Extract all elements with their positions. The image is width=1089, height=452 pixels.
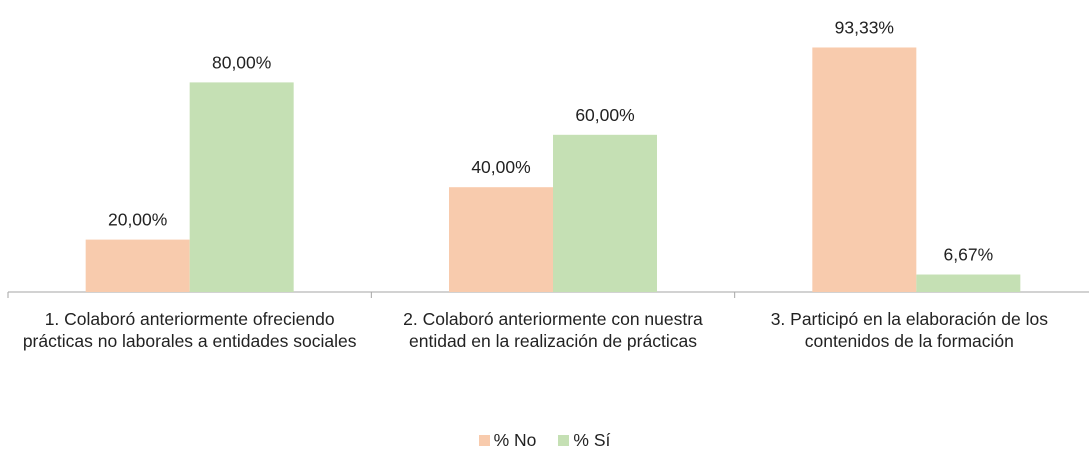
legend-item: % Sí bbox=[558, 430, 610, 451]
bar bbox=[916, 274, 1021, 292]
value-label: 40,00% bbox=[471, 157, 530, 177]
bar bbox=[449, 187, 553, 292]
value-label: 20,00% bbox=[108, 210, 167, 230]
value-label: 60,00% bbox=[575, 105, 634, 125]
legend-label: % Sí bbox=[573, 430, 611, 450]
x-tick-label: 3. Participó en la elaboración de los co… bbox=[770, 309, 1048, 351]
legend-label: % No bbox=[493, 430, 537, 450]
bar bbox=[553, 134, 657, 292]
bar bbox=[85, 239, 190, 292]
value-label: 80,00% bbox=[212, 52, 271, 72]
bar bbox=[812, 47, 917, 292]
value-label: 6,67% bbox=[944, 245, 994, 265]
bar bbox=[189, 82, 294, 293]
value-label: 93,33% bbox=[835, 17, 894, 37]
legend-swatch bbox=[558, 435, 570, 446]
x-tick-label: 2. Colaboró anteriormente con nuestra en… bbox=[403, 309, 703, 351]
x-tick-label: 1. Colaboró anteriormente ofreciendo prá… bbox=[22, 309, 357, 351]
legend-item: % No bbox=[478, 430, 537, 451]
legend-swatch bbox=[478, 435, 490, 446]
legend: % No % Sí bbox=[0, 430, 1089, 451]
